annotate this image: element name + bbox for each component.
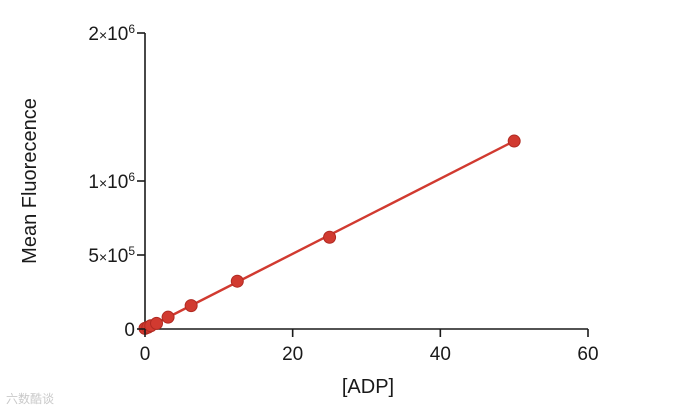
- data-point: [184, 299, 198, 313]
- x-tick-label: 40: [430, 344, 451, 365]
- x-tick-label: 60: [577, 344, 598, 365]
- y-tick-label: 2×106: [88, 22, 135, 45]
- x-tick-label: 0: [140, 344, 151, 365]
- data-point: [230, 274, 244, 288]
- x-tick-labels: 0 20 40 60: [140, 329, 599, 365]
- y-tick-labels: 0 5×105 1×106 2×106: [88, 22, 145, 341]
- data-point: [150, 316, 164, 330]
- watermark: 六数酷谈: [6, 390, 54, 407]
- axes: [144, 33, 588, 330]
- watermark-text: 六数酷谈: [6, 392, 55, 406]
- data-point: [507, 134, 521, 148]
- data-points: [138, 134, 521, 335]
- data-point: [323, 230, 337, 244]
- y-tick-label: 1×106: [88, 170, 135, 193]
- x-tick-label: 20: [282, 344, 303, 365]
- data-point: [161, 310, 175, 324]
- y-tick-label: 5×105: [88, 244, 135, 267]
- y-tick-label: 0: [124, 320, 135, 341]
- x-axis-title: [ADP]: [342, 376, 394, 398]
- y-axis-title: Mean Fluorecence: [19, 98, 41, 264]
